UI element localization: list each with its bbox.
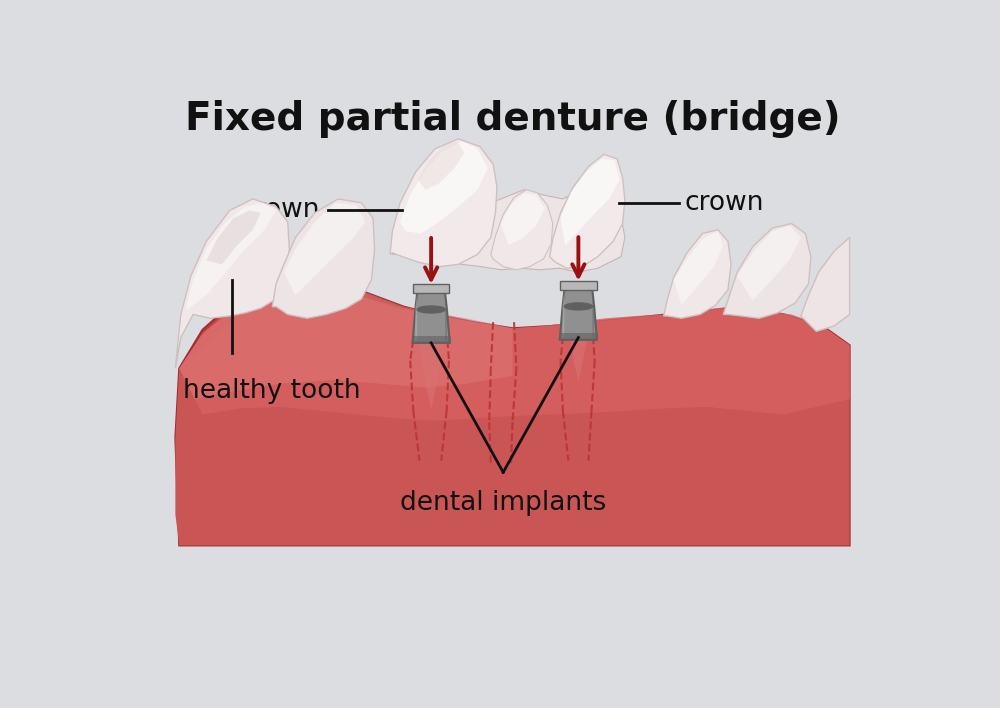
Polygon shape bbox=[560, 280, 597, 290]
Text: crown: crown bbox=[685, 190, 764, 216]
Polygon shape bbox=[560, 290, 597, 340]
Polygon shape bbox=[175, 284, 850, 545]
Polygon shape bbox=[563, 301, 594, 382]
Text: crown: crown bbox=[241, 198, 320, 224]
Polygon shape bbox=[413, 284, 449, 293]
Polygon shape bbox=[185, 202, 276, 311]
Polygon shape bbox=[415, 293, 417, 343]
Polygon shape bbox=[561, 159, 619, 245]
Polygon shape bbox=[179, 280, 850, 421]
Polygon shape bbox=[272, 199, 375, 319]
Polygon shape bbox=[801, 237, 850, 331]
Polygon shape bbox=[413, 293, 450, 343]
Polygon shape bbox=[390, 139, 497, 267]
Polygon shape bbox=[175, 199, 289, 368]
Polygon shape bbox=[413, 311, 447, 411]
Polygon shape bbox=[491, 190, 553, 270]
Polygon shape bbox=[445, 293, 447, 343]
Polygon shape bbox=[664, 229, 731, 319]
Polygon shape bbox=[400, 141, 488, 234]
Polygon shape bbox=[550, 154, 625, 268]
Polygon shape bbox=[560, 333, 597, 340]
Polygon shape bbox=[563, 290, 564, 340]
Polygon shape bbox=[737, 226, 801, 301]
Polygon shape bbox=[206, 210, 261, 264]
Text: dental implants: dental implants bbox=[400, 490, 606, 516]
Polygon shape bbox=[392, 190, 625, 272]
Polygon shape bbox=[179, 282, 512, 399]
Ellipse shape bbox=[564, 303, 592, 310]
Text: healthy tooth: healthy tooth bbox=[183, 378, 361, 404]
Polygon shape bbox=[723, 224, 811, 319]
Ellipse shape bbox=[417, 306, 445, 313]
Polygon shape bbox=[418, 141, 464, 190]
Text: Fixed partial denture (bridge): Fixed partial denture (bridge) bbox=[185, 101, 840, 138]
Polygon shape bbox=[175, 280, 850, 545]
Polygon shape bbox=[413, 336, 450, 343]
Polygon shape bbox=[674, 232, 723, 305]
Polygon shape bbox=[284, 202, 365, 295]
Polygon shape bbox=[592, 290, 594, 340]
Polygon shape bbox=[501, 193, 545, 245]
